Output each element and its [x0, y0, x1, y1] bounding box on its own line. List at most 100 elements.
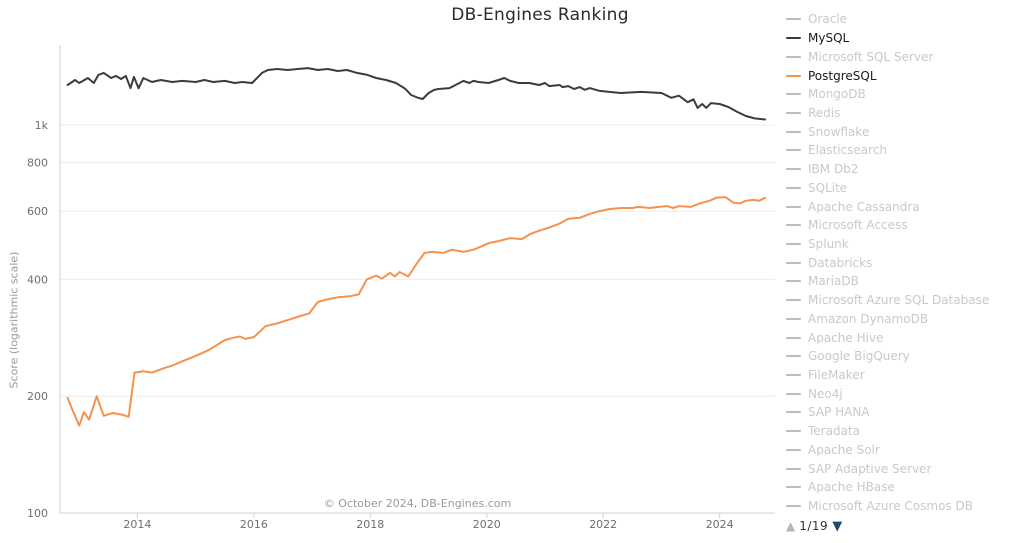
legend-line-swatch-icon [786, 392, 801, 395]
legend-line-swatch-icon [786, 411, 801, 414]
legend-item-list: Oracle MySQL Microsoft SQL Server PostgreSQ… [786, 10, 1022, 515]
legend-item-microsoft-access[interactable]: Microsoft Access [786, 216, 1022, 235]
legend-item-label: Splunk [808, 236, 849, 251]
legend-item-label: Amazon DynamoDB [808, 311, 929, 326]
legend-item-label: Microsoft Azure Cosmos DB [808, 499, 973, 514]
legend-item-label: Databricks [808, 255, 873, 270]
legend-item-teradata[interactable]: Teradata [786, 422, 1022, 441]
legend-item-label: PostgreSQL [808, 68, 877, 83]
pager-up-icon[interactable]: ▲ [786, 519, 796, 533]
legend-item-sqlite[interactable]: SQLite [786, 178, 1022, 197]
x-tick-label: 2022 [589, 518, 617, 531]
legend-item-label: MariaDB [808, 274, 859, 289]
legend-item-apache-hive[interactable]: Apache Hive [786, 328, 1022, 347]
legend-item-splunk[interactable]: Splunk [786, 235, 1022, 254]
legend-line-swatch-icon [786, 93, 801, 96]
legend-line-swatch-icon [786, 224, 801, 227]
x-tick-label: 2014 [123, 518, 151, 531]
legend-line-swatch-icon [786, 74, 801, 77]
legend-item-ibm-db2[interactable]: IBM Db2 [786, 160, 1022, 179]
legend-item-oracle[interactable]: Oracle [786, 10, 1022, 29]
legend-item-label: Neo4j [808, 386, 843, 401]
page-title: DB-Engines Ranking [451, 5, 629, 25]
legend-item-label: IBM Db2 [808, 162, 859, 177]
legend-item-apache-solr[interactable]: Apache Solr [786, 441, 1022, 460]
legend-line-swatch-icon [786, 261, 801, 264]
legend-line-swatch-icon [786, 467, 801, 470]
legend-line-swatch-icon [786, 111, 801, 114]
legend-item-label: SAP HANA [808, 405, 870, 420]
pager-page-indicator: 1/19 [799, 519, 829, 533]
legend-line-swatch-icon [786, 430, 801, 433]
legend-item-label: Apache Solr [808, 442, 880, 457]
legend-item-label: SAP Adaptive Server [808, 461, 932, 476]
series-mysql-line [66, 67, 767, 121]
legend-item-amazon-dynamodb[interactable]: Amazon DynamoDB [786, 310, 1022, 329]
legend-item-label: SQLite [808, 180, 848, 195]
legend-item-label: MongoDB [808, 87, 866, 102]
legend-line-swatch-icon [786, 374, 801, 377]
legend-item-postgresql[interactable]: PostgreSQL [786, 66, 1022, 85]
y-tick-label: 100 [27, 507, 48, 520]
legend-item-label: Apache Hive [808, 330, 884, 345]
legend-item-label: Oracle [808, 12, 848, 27]
legend-item-apache-hbase[interactable]: Apache HBase [786, 478, 1022, 497]
series-postgresql-line [66, 196, 767, 427]
legend-line-swatch-icon [786, 299, 801, 302]
legend-item-mysql[interactable]: MySQL [786, 29, 1022, 48]
legend-line-swatch-icon [786, 18, 801, 21]
legend-item-apache-cassandra[interactable]: Apache Cassandra [786, 197, 1022, 216]
x-tick-label: 2024 [706, 518, 734, 531]
y-tick-label: 600 [27, 205, 48, 218]
y-tick-label: 1k [35, 119, 49, 132]
legend-item-sap-adaptive-server[interactable]: SAP Adaptive Server [786, 459, 1022, 478]
legend-line-swatch-icon [786, 242, 801, 245]
legend-item-microsoft-azure-sql-database[interactable]: Microsoft Azure SQL Database [786, 291, 1022, 310]
legend-line-swatch-icon [786, 336, 801, 339]
y-tick-label: 400 [27, 273, 48, 286]
legend-line-swatch-icon [786, 280, 801, 283]
legend-item-label: Microsoft SQL Server [808, 49, 934, 64]
legend: Oracle MySQL Microsoft SQL Server PostgreSQ… [786, 10, 1022, 515]
legend-item-mongodb[interactable]: MongoDB [786, 85, 1022, 104]
legend-item-mariadb[interactable]: MariaDB [786, 272, 1022, 291]
legend-line-swatch-icon [786, 55, 801, 58]
legend-item-label: Redis [808, 105, 841, 120]
y-tick-label: 200 [27, 390, 48, 403]
legend-item-label: MySQL [808, 31, 850, 46]
legend-item-label: Elasticsearch [808, 143, 888, 158]
legend-line-swatch-icon [786, 37, 801, 40]
legend-item-microsoft-azure-cosmos-db[interactable]: Microsoft Azure Cosmos DB [786, 497, 1022, 516]
legend-item-label: Microsoft Access [808, 218, 908, 233]
x-tick-label: 2016 [240, 518, 268, 531]
legend-item-sap-hana[interactable]: SAP HANA [786, 403, 1022, 422]
legend-pager: ▲ 1/19 ▼ [786, 517, 842, 535]
legend-line-swatch-icon [786, 186, 801, 189]
legend-line-swatch-icon [786, 486, 801, 489]
legend-line-swatch-icon [786, 317, 801, 320]
y-tick-label: 800 [27, 157, 48, 170]
chart-copyright: © October 2024, DB-Engines.com [323, 497, 512, 510]
legend-item-label: Apache HBase [808, 480, 895, 495]
legend-item-microsoft-sql-server[interactable]: Microsoft SQL Server [786, 47, 1022, 66]
legend-line-swatch-icon [786, 355, 801, 358]
legend-line-swatch-icon [786, 205, 801, 208]
legend-item-snowflake[interactable]: Snowflake [786, 122, 1022, 141]
legend-line-swatch-icon [786, 149, 801, 152]
legend-line-swatch-icon [786, 168, 801, 171]
pager-down-icon[interactable]: ▼ [832, 518, 843, 534]
legend-item-databricks[interactable]: Databricks [786, 253, 1022, 272]
x-tick-label: 2018 [356, 518, 384, 531]
ranking-line-chart: 100 200 400 600 800 1k 2014 2016 2018 2020 2022 202… [27, 45, 775, 531]
legend-item-redis[interactable]: Redis [786, 104, 1022, 123]
legend-item-neo4j[interactable]: Neo4j [786, 384, 1022, 403]
legend-line-swatch-icon [786, 505, 801, 508]
legend-item-google-bigquery[interactable]: Google BigQuery [786, 347, 1022, 366]
legend-line-swatch-icon [786, 130, 801, 133]
x-tick-label: 2020 [473, 518, 501, 531]
legend-item-elasticsearch[interactable]: Elasticsearch [786, 141, 1022, 160]
legend-item-filemaker[interactable]: FileMaker [786, 366, 1022, 385]
legend-item-label: Teradata [808, 424, 860, 439]
legend-item-label: Apache Cassandra [808, 199, 920, 214]
